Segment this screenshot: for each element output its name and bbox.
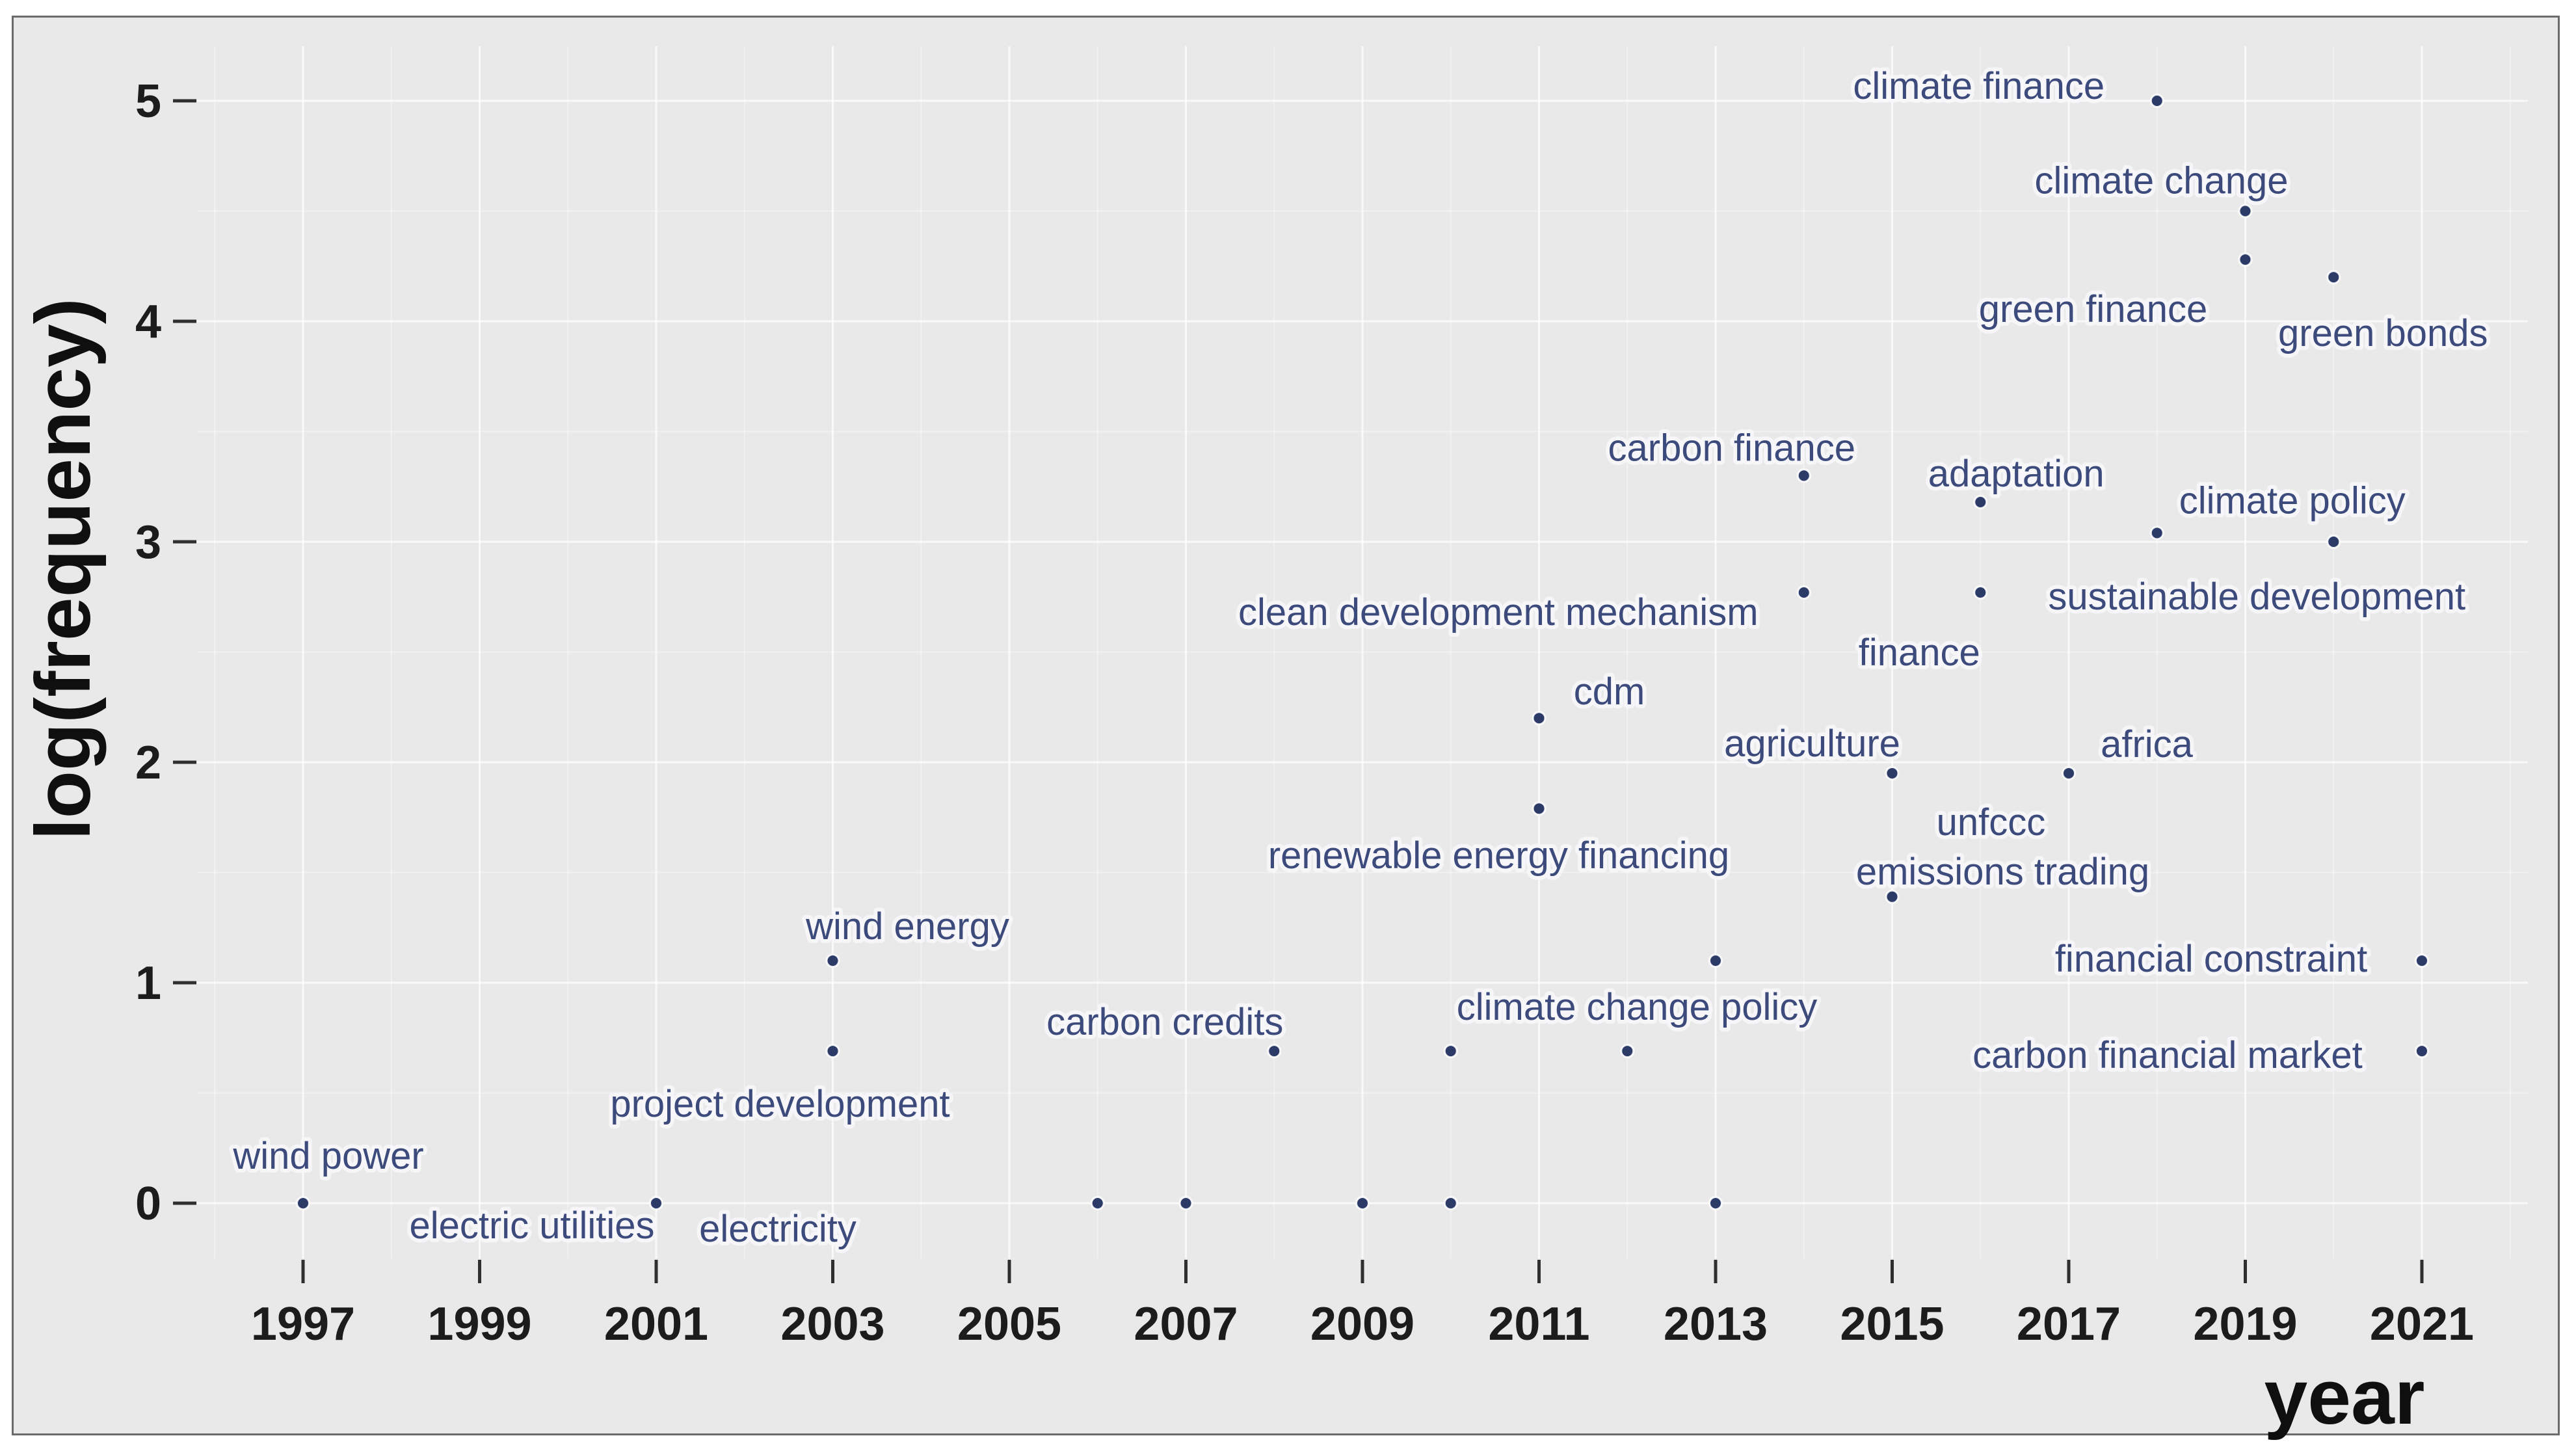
point-label: climate finance [1853, 65, 2105, 107]
data-point [2326, 535, 2341, 549]
data-point [1708, 953, 1723, 968]
point-label: project development [610, 1083, 949, 1125]
point-label: climate change policy [1457, 986, 1818, 1028]
data-point [1090, 1196, 1105, 1210]
x-tick-label: 2015 [1840, 1298, 1944, 1350]
data-point [1355, 1196, 1370, 1210]
y-axis-title: log(frequency) [20, 298, 107, 840]
data-point [649, 1196, 663, 1210]
point-label: carbon financial market [1972, 1034, 2363, 1076]
data-point [1443, 1196, 1458, 1210]
data-point [1885, 889, 1900, 904]
x-tick-label: 2019 [2193, 1298, 2297, 1350]
data-point [2062, 765, 2076, 780]
x-axis-title: year [2264, 1353, 2425, 1441]
data-point [2149, 94, 2164, 108]
point-label: renewable energy financing [1268, 834, 1729, 877]
data-point [296, 1196, 310, 1210]
data-point [1532, 801, 1547, 816]
x-tick-label: 2001 [604, 1298, 708, 1350]
x-tick-label: 1997 [251, 1298, 355, 1350]
x-tick-label: 2021 [2370, 1298, 2474, 1350]
y-tick-label: 5 [135, 75, 161, 127]
y-tick-label: 1 [135, 957, 161, 1009]
chart-frame [12, 16, 2560, 1435]
data-point [2238, 252, 2253, 267]
y-tick-label: 4 [135, 296, 161, 348]
data-point [1267, 1044, 1282, 1059]
x-tick-label: 2009 [1310, 1298, 1414, 1350]
point-label: agriculture [1724, 723, 1900, 765]
data-point [2149, 526, 2164, 540]
data-point [1620, 1044, 1635, 1059]
point-label: africa [2101, 723, 2194, 765]
point-label: finance [1859, 632, 1980, 674]
data-point [1973, 585, 1988, 600]
point-label: sustainable development [2048, 576, 2465, 618]
point-label: financial constraint [2055, 938, 2367, 980]
data-point [825, 953, 840, 968]
point-label: cdm [1574, 671, 1645, 713]
x-tick-label: 1999 [427, 1298, 531, 1350]
data-point [1178, 1196, 1193, 1210]
data-point [1796, 468, 1811, 483]
point-label: climate change [2034, 160, 2288, 202]
data-point [1796, 585, 1811, 600]
data-point [1973, 494, 1988, 509]
x-tick-label: 2005 [957, 1298, 1061, 1350]
point-label: carbon finance [1608, 427, 1855, 469]
point-label: unfccc [1937, 801, 2046, 844]
data-point [2415, 1044, 2429, 1059]
point-label: electric utilities [409, 1205, 654, 1247]
y-tick-label: 0 [135, 1178, 161, 1230]
y-tick-label: 2 [135, 737, 161, 789]
x-tick-label: 2007 [1134, 1298, 1238, 1350]
point-label: carbon credits [1046, 1001, 1283, 1043]
data-point [1885, 765, 1900, 780]
data-point [2326, 270, 2341, 285]
data-point [825, 1044, 840, 1059]
data-point [1532, 711, 1547, 726]
x-tick-label: 2003 [780, 1298, 884, 1350]
point-label: green bonds [2278, 312, 2488, 354]
data-point [2415, 953, 2429, 968]
point-label: climate policy [2179, 479, 2406, 522]
x-tick-label: 2013 [1664, 1298, 1768, 1350]
point-label: green finance [1979, 288, 2207, 330]
point-label: adaptation [1928, 453, 2105, 495]
point-label: emissions trading [1856, 851, 2149, 893]
point-label: clean development mechanism [1238, 591, 1759, 633]
y-tick-label: 3 [135, 516, 161, 568]
data-point [1708, 1196, 1723, 1210]
x-tick-label: 2017 [2017, 1298, 2121, 1350]
data-point [2238, 204, 2253, 219]
point-label: electricity [699, 1208, 856, 1250]
point-label: wind power [232, 1135, 423, 1177]
point-label: wind energy [805, 905, 1009, 948]
data-point [1443, 1044, 1458, 1059]
x-tick-label: 2011 [1488, 1298, 1589, 1350]
